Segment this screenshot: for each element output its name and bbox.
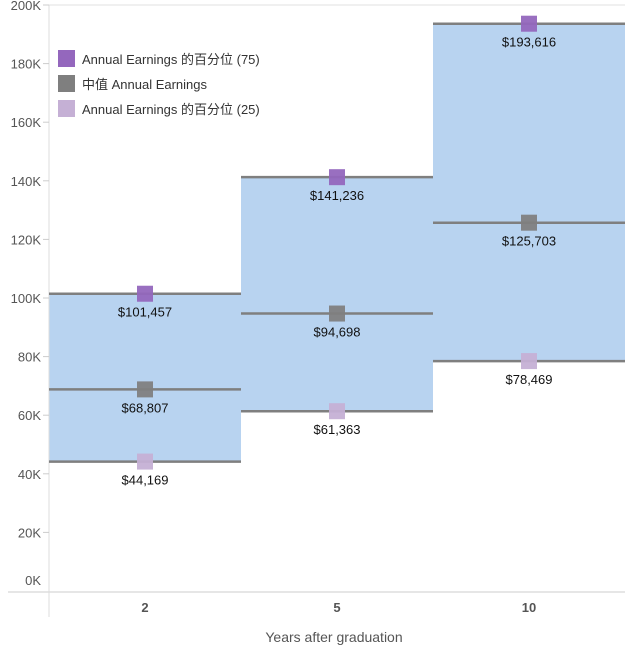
data-label: $78,469: [506, 372, 553, 387]
x-tick-label: 2: [141, 600, 148, 615]
range-band: [433, 23, 625, 362]
legend-swatch: [58, 50, 75, 67]
y-tick-label: 160K: [11, 115, 42, 130]
data-label: $94,698: [314, 325, 361, 340]
data-marker: [329, 403, 345, 420]
legend-label: Annual Earnings 的百分位 (75): [82, 52, 260, 67]
data-marker: [137, 285, 153, 302]
legend: Annual Earnings 的百分位 (75) 中值 Annual Earni…: [58, 50, 260, 117]
y-tick-label: 80K: [18, 350, 41, 365]
y-tick-label: 180K: [11, 57, 42, 72]
y-tick-label: 100K: [11, 291, 42, 306]
x-axis-title: Years after graduation: [265, 629, 402, 645]
data-marker: [329, 169, 345, 186]
x-tick-label: 10: [522, 600, 536, 615]
data-marker: [137, 381, 153, 398]
legend-label: Annual Earnings 的百分位 (25): [82, 102, 260, 117]
data-label: $68,807: [122, 400, 169, 415]
data-label: $44,169: [122, 473, 169, 488]
data-label: $141,236: [310, 188, 364, 203]
data-label: $61,363: [314, 422, 361, 437]
range-band: [241, 177, 433, 412]
data-marker: [137, 453, 153, 470]
y-tick-label: 0K: [25, 573, 41, 588]
legend-swatch: [58, 75, 75, 92]
legend-swatch: [58, 100, 75, 117]
y-tick-label: 200K: [11, 0, 42, 13]
data-marker: [521, 353, 537, 370]
data-marker: [521, 15, 537, 32]
data-label: $125,703: [502, 234, 556, 249]
data-label: $101,457: [118, 305, 172, 320]
data-label: $193,616: [502, 35, 556, 50]
data-marker: [521, 214, 537, 231]
y-tick-label: 60K: [18, 408, 41, 423]
x-tick-label: 5: [333, 600, 340, 615]
y-tick-label: 20K: [18, 525, 41, 540]
legend-label: 中值 Annual Earnings: [82, 77, 208, 92]
range-band: [49, 293, 241, 462]
y-tick-label: 140K: [11, 174, 42, 189]
data-marker: [329, 305, 345, 322]
y-tick-label: 40K: [18, 467, 41, 482]
y-tick-label: 120K: [11, 232, 42, 247]
